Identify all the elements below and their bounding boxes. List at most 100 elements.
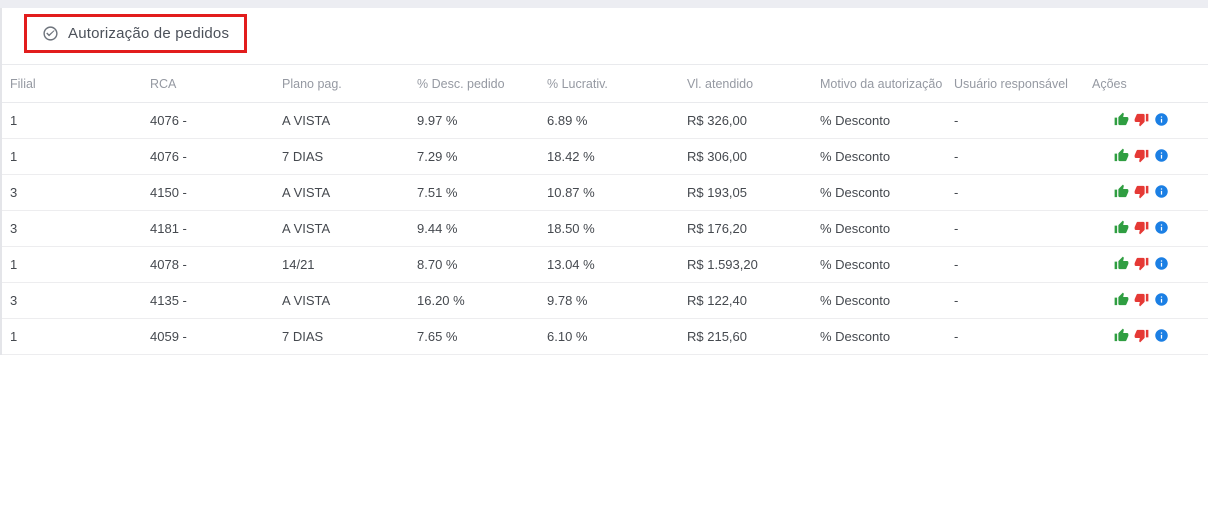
approve-button[interactable] xyxy=(1114,220,1129,235)
thumbs-down-icon xyxy=(1134,220,1149,235)
column-header-acoes: Ações xyxy=(1084,64,1208,103)
column-header-rca: RCA xyxy=(142,64,274,103)
info-button[interactable] xyxy=(1154,220,1169,235)
cell-rca: 4135 - xyxy=(142,282,274,319)
reject-button[interactable] xyxy=(1134,328,1149,343)
thumbs-up-icon xyxy=(1114,292,1129,307)
info-icon xyxy=(1154,256,1169,271)
cell-desc: 9.97 % xyxy=(409,102,539,139)
approve-button[interactable] xyxy=(1114,184,1129,199)
thumbs-up-icon xyxy=(1114,148,1129,163)
cell-plano: 7 DIAS xyxy=(274,318,409,355)
row-actions xyxy=(1114,328,1169,343)
info-button[interactable] xyxy=(1154,184,1169,199)
info-icon xyxy=(1154,112,1169,127)
column-header-lucrativ: % Lucrativ. xyxy=(539,64,679,103)
cell-acoes xyxy=(1084,282,1208,319)
column-header-vl: Vl. atendido xyxy=(679,64,812,103)
info-button[interactable] xyxy=(1154,112,1169,127)
page-title-highlight-box: Autorização de pedidos xyxy=(24,14,248,53)
reject-button[interactable] xyxy=(1134,292,1149,307)
cell-lucrativ: 18.50 % xyxy=(539,210,679,247)
thumbs-up-icon xyxy=(1114,220,1129,235)
cell-plano: 7 DIAS xyxy=(274,138,409,175)
reject-button[interactable] xyxy=(1134,256,1149,271)
reject-button[interactable] xyxy=(1134,220,1149,235)
cell-usuario: - xyxy=(946,174,1084,211)
cell-usuario: - xyxy=(946,210,1084,247)
cell-lucrativ: 9.78 % xyxy=(539,282,679,319)
table-row: 3 4150 - A VISTA 7.51 % 10.87 % R$ 193,0… xyxy=(2,174,1208,211)
cell-acoes xyxy=(1084,246,1208,283)
thumbs-up-icon xyxy=(1114,328,1129,343)
cell-rca: 4076 - xyxy=(142,138,274,175)
cell-filial: 3 xyxy=(2,174,142,211)
info-button[interactable] xyxy=(1154,292,1169,307)
info-button[interactable] xyxy=(1154,256,1169,271)
cell-desc: 7.51 % xyxy=(409,174,539,211)
cell-vl: R$ 215,60 xyxy=(679,318,812,355)
table-row: 1 4078 - 14/21 8.70 % 13.04 % R$ 1.593,2… xyxy=(2,246,1208,283)
cell-rca: 4150 - xyxy=(142,174,274,211)
cell-filial: 1 xyxy=(2,318,142,355)
cell-desc: 8.70 % xyxy=(409,246,539,283)
approve-button[interactable] xyxy=(1114,328,1129,343)
cell-lucrativ: 10.87 % xyxy=(539,174,679,211)
reject-button[interactable] xyxy=(1134,112,1149,127)
approve-button[interactable] xyxy=(1114,292,1129,307)
column-header-plano: Plano pag. xyxy=(274,64,409,103)
cell-filial: 1 xyxy=(2,102,142,139)
cell-plano: A VISTA xyxy=(274,282,409,319)
cell-filial: 1 xyxy=(2,246,142,283)
table-row: 1 4076 - 7 DIAS 7.29 % 18.42 % R$ 306,00… xyxy=(2,138,1208,175)
info-button[interactable] xyxy=(1154,148,1169,163)
table-header: Filial RCA Plano pag. % Desc. pedido % L… xyxy=(2,64,1208,103)
orders-authorization-panel: Autorização de pedidos Filial RCA Plano … xyxy=(0,8,1208,355)
cell-desc: 16.20 % xyxy=(409,282,539,319)
info-icon xyxy=(1154,184,1169,199)
reject-button[interactable] xyxy=(1134,184,1149,199)
cell-usuario: - xyxy=(946,138,1084,175)
cell-acoes xyxy=(1084,318,1208,355)
thumbs-down-icon xyxy=(1134,328,1149,343)
thumbs-down-icon xyxy=(1134,256,1149,271)
cell-desc: 9.44 % xyxy=(409,210,539,247)
info-icon xyxy=(1154,292,1169,307)
approve-button[interactable] xyxy=(1114,148,1129,163)
row-actions xyxy=(1114,220,1169,235)
reject-button[interactable] xyxy=(1134,148,1149,163)
cell-vl: R$ 306,00 xyxy=(679,138,812,175)
table-row: 1 4059 - 7 DIAS 7.65 % 6.10 % R$ 215,60 … xyxy=(2,318,1208,355)
cell-acoes xyxy=(1084,138,1208,175)
cell-rca: 4078 - xyxy=(142,246,274,283)
column-header-filial: Filial xyxy=(2,64,142,103)
info-icon xyxy=(1154,328,1169,343)
row-actions xyxy=(1114,184,1169,199)
thumbs-down-icon xyxy=(1134,112,1149,127)
column-header-motivo: Motivo da autorização xyxy=(812,64,946,103)
approve-button[interactable] xyxy=(1114,256,1129,271)
approve-button[interactable] xyxy=(1114,112,1129,127)
cell-motivo: % Desconto xyxy=(812,210,946,247)
cell-lucrativ: 13.04 % xyxy=(539,246,679,283)
row-actions xyxy=(1114,256,1169,271)
thumbs-up-icon xyxy=(1114,112,1129,127)
cell-usuario: - xyxy=(946,318,1084,355)
cell-vl: R$ 122,40 xyxy=(679,282,812,319)
authorization-table: Filial RCA Plano pag. % Desc. pedido % L… xyxy=(2,64,1208,355)
cell-filial: 1 xyxy=(2,138,142,175)
cell-rca: 4059 - xyxy=(142,318,274,355)
cell-filial: 3 xyxy=(2,282,142,319)
cell-motivo: % Desconto xyxy=(812,282,946,319)
cell-acoes xyxy=(1084,102,1208,139)
cell-usuario: - xyxy=(946,282,1084,319)
cell-plano: 14/21 xyxy=(274,246,409,283)
cell-desc: 7.29 % xyxy=(409,138,539,175)
row-actions xyxy=(1114,112,1169,127)
thumbs-down-icon xyxy=(1134,148,1149,163)
info-button[interactable] xyxy=(1154,328,1169,343)
cell-vl: R$ 176,20 xyxy=(679,210,812,247)
column-header-usuario: Usuário responsável xyxy=(946,64,1084,103)
top-strip xyxy=(0,0,1208,8)
cell-rca: 4076 - xyxy=(142,102,274,139)
